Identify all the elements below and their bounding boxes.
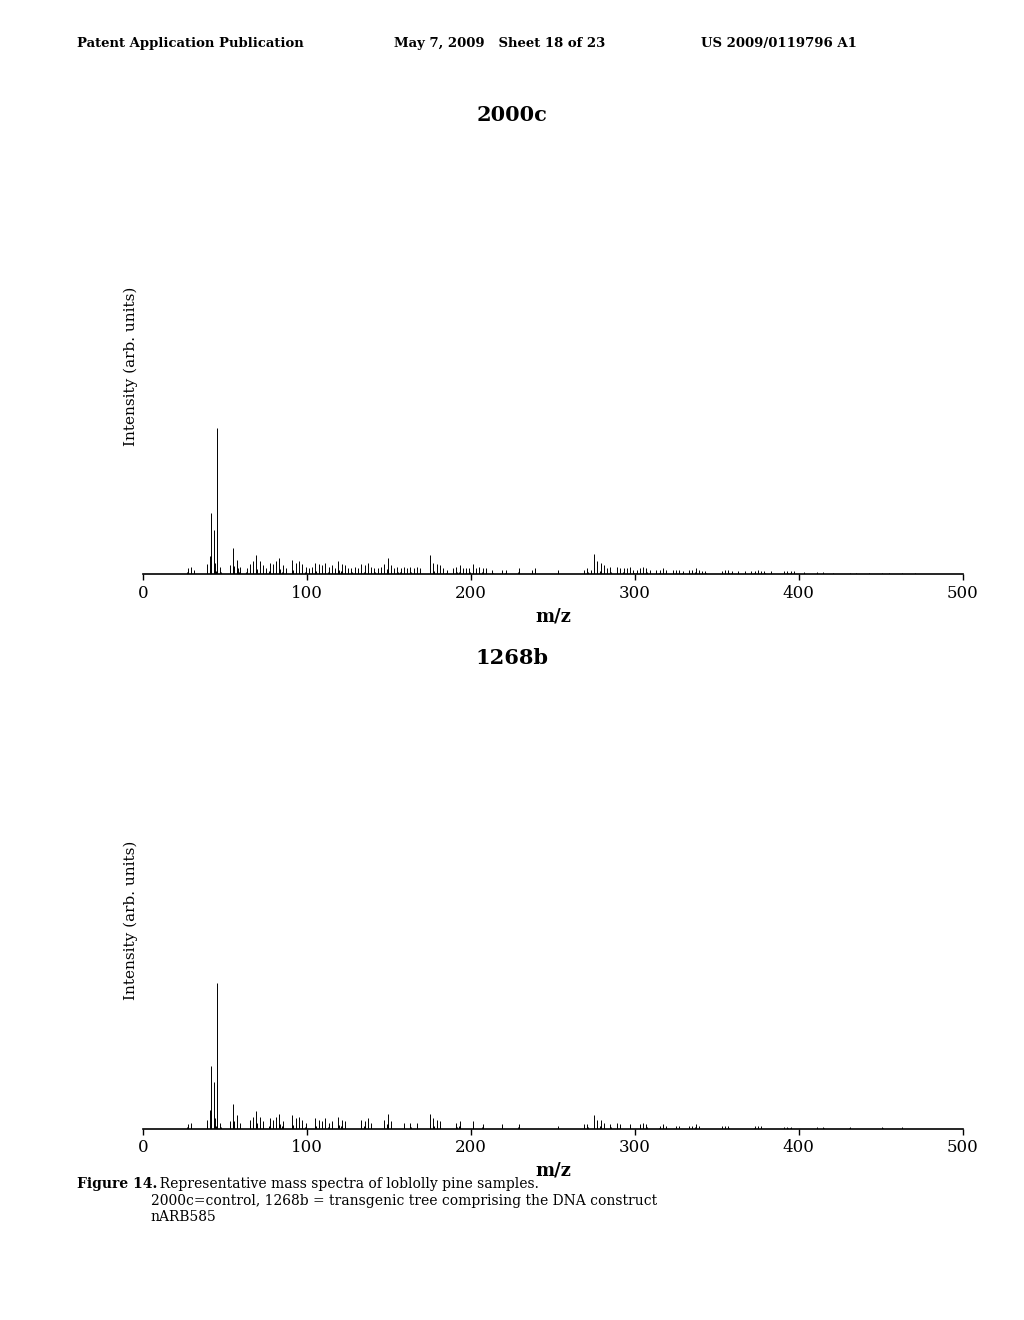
X-axis label: m/z: m/z	[535, 1162, 571, 1180]
Y-axis label: Intensity (arb. units): Intensity (arb. units)	[124, 286, 138, 446]
Text: 1268b: 1268b	[475, 648, 549, 668]
Text: Representative mass spectra of loblolly pine samples.
2000c=control, 1268b = tra: Representative mass spectra of loblolly …	[151, 1177, 656, 1224]
Text: 2000c: 2000c	[476, 106, 548, 125]
Text: Figure 14.: Figure 14.	[77, 1177, 157, 1192]
Text: US 2009/0119796 A1: US 2009/0119796 A1	[701, 37, 857, 50]
Text: Patent Application Publication: Patent Application Publication	[77, 37, 303, 50]
Text: May 7, 2009   Sheet 18 of 23: May 7, 2009 Sheet 18 of 23	[394, 37, 605, 50]
Y-axis label: Intensity (arb. units): Intensity (arb. units)	[124, 841, 138, 1001]
X-axis label: m/z: m/z	[535, 607, 571, 626]
